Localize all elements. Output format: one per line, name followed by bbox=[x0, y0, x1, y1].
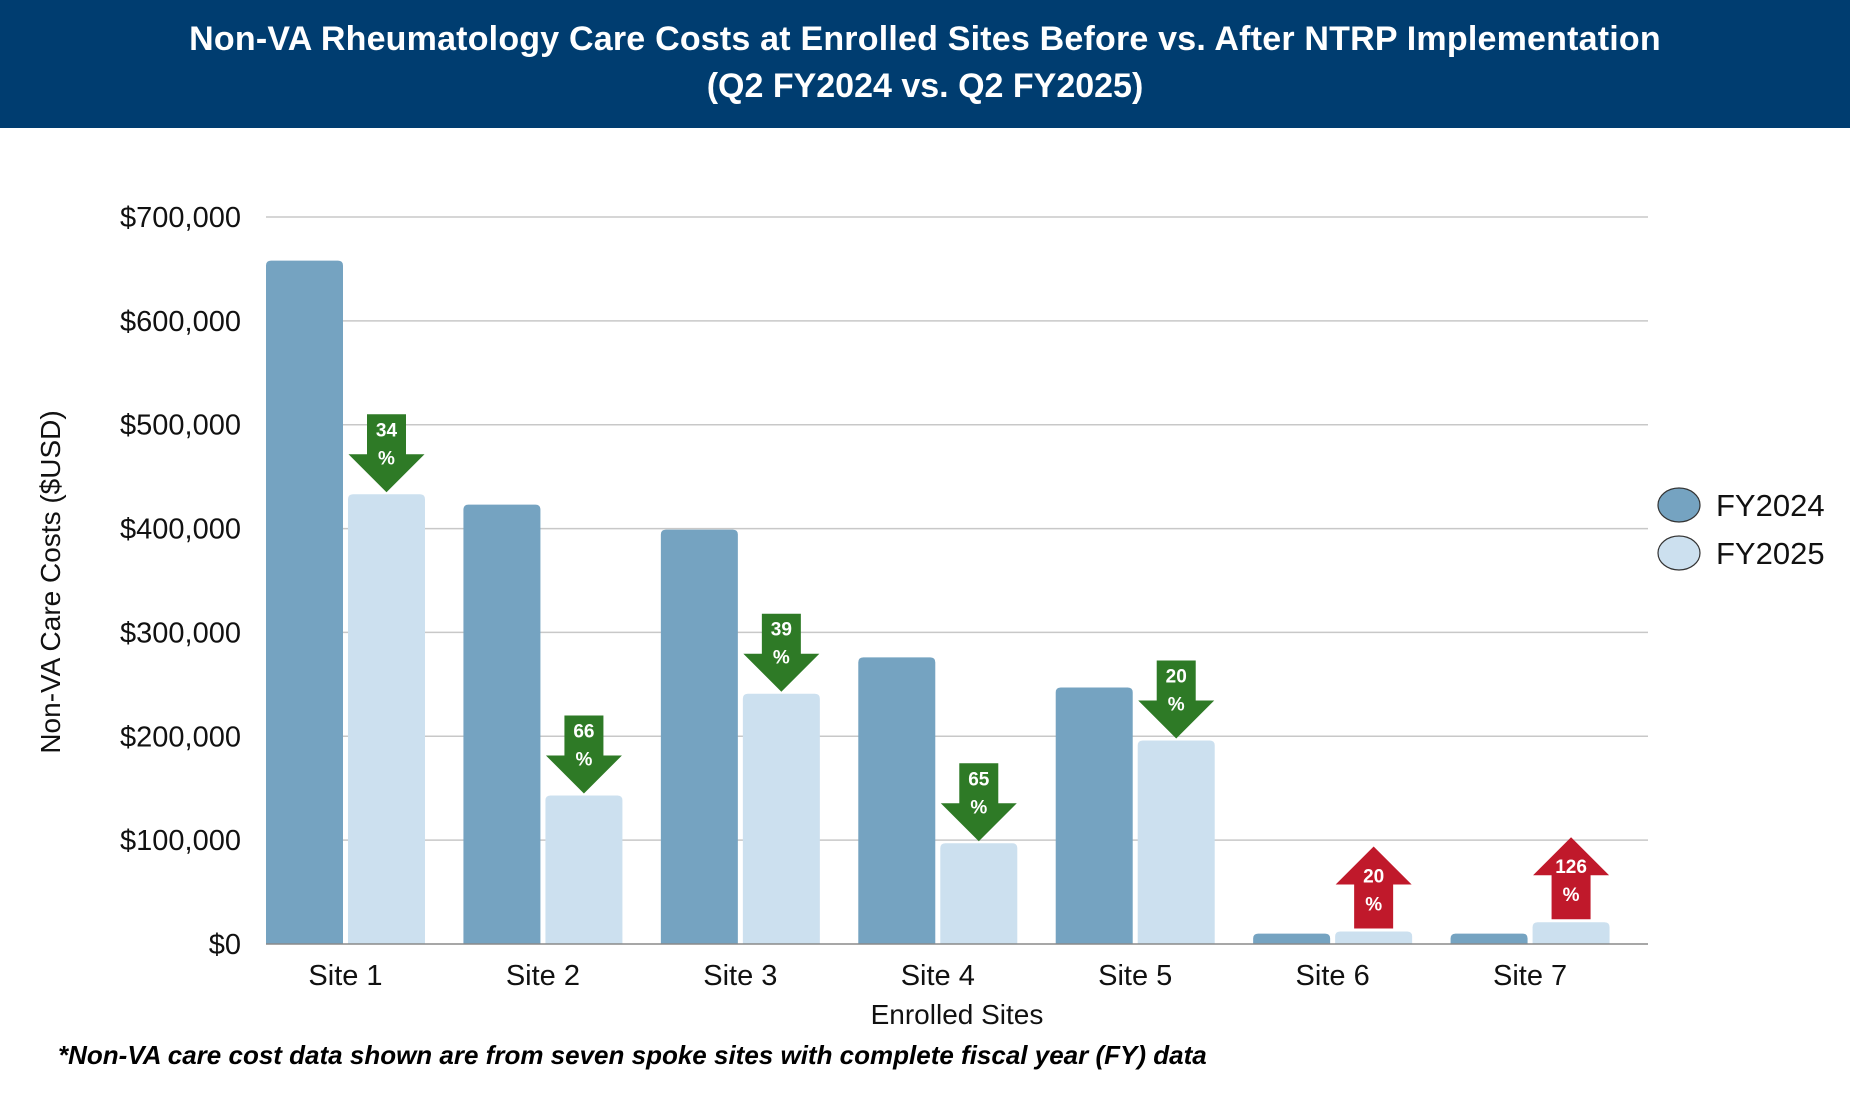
bar-fy2024-site-4 bbox=[858, 657, 936, 944]
bar-chart: $0 $100,000 $200,000 $300,000 $400,000 $500,0… bbox=[35, 202, 1825, 1028]
chart-header: Non-VA Rheumatology Care Costs at Enroll… bbox=[0, 0, 1850, 128]
bar-fy2024-site-1 bbox=[266, 260, 343, 944]
legend-swatch-fy2025 bbox=[1657, 535, 1701, 571]
bars bbox=[266, 260, 1610, 944]
arrow-value-label: 20 bbox=[1166, 666, 1187, 687]
arrow-value-label: 126 bbox=[1555, 857, 1587, 878]
bar-fy2024-site-6 bbox=[1253, 933, 1331, 944]
bar-fy2024-site-7 bbox=[1450, 933, 1528, 944]
bar-fy2024-site-3 bbox=[660, 529, 738, 944]
x-axis-title: Enrolled Sites bbox=[871, 999, 1044, 1028]
arrow-shape bbox=[545, 715, 622, 794]
decrease-arrow: 20% bbox=[1138, 660, 1215, 739]
bar-fy2025-site-1 bbox=[348, 494, 425, 944]
y-tick-label: $200,000 bbox=[120, 721, 241, 753]
arrow-shape bbox=[348, 414, 425, 493]
bar-fy2024-site-2 bbox=[463, 504, 541, 944]
y-tick-label: $300,000 bbox=[120, 617, 241, 649]
legend: FY2024 FY2025 bbox=[1657, 487, 1825, 571]
chart-title: Non-VA Rheumatology Care Costs at Enroll… bbox=[189, 20, 1661, 58]
arrow-shape bbox=[940, 763, 1017, 842]
change-annotations: 34%66%39%65%20%20%126% bbox=[348, 414, 1610, 929]
bar-fy2025-site-5 bbox=[1137, 740, 1215, 944]
y-axis-title: Non-VA Care Costs ($USD) bbox=[35, 410, 66, 753]
legend-label-fy2025: FY2025 bbox=[1716, 536, 1825, 571]
footnote: *Non-VA care cost data shown are from se… bbox=[58, 1040, 1207, 1070]
y-tick-label: $600,000 bbox=[120, 306, 241, 338]
x-tick-label: Site 4 bbox=[901, 960, 975, 992]
y-axis-ticks: $0 $100,000 $200,000 $300,000 $400,000 $500,0… bbox=[120, 202, 241, 961]
y-tick-label: $0 bbox=[209, 929, 241, 961]
y-tick-label: $100,000 bbox=[120, 825, 241, 857]
x-tick-label: Site 2 bbox=[506, 960, 580, 992]
decrease-arrow: 39% bbox=[743, 613, 820, 692]
bar-fy2024-site-5 bbox=[1055, 687, 1133, 944]
arrow-unit-label: % bbox=[773, 648, 790, 669]
arrow-shape bbox=[1533, 837, 1610, 920]
bar-fy2025-site-7 bbox=[1532, 922, 1610, 944]
y-tick-label: $500,000 bbox=[120, 410, 241, 442]
x-tick-label: Site 6 bbox=[1296, 960, 1370, 992]
x-tick-label: Site 3 bbox=[703, 960, 777, 992]
arrow-unit-label: % bbox=[1563, 885, 1580, 906]
arrow-unit-label: % bbox=[1365, 895, 1382, 916]
x-tick-label: Site 5 bbox=[1098, 960, 1172, 992]
y-tick-label: $700,000 bbox=[120, 202, 241, 234]
x-axis-ticks: Site 1 Site 2 Site 3 Site 4 Site 5 Site 6 Site… bbox=[308, 960, 1567, 992]
arrow-value-label: 66 bbox=[573, 721, 594, 742]
decrease-arrow: 65% bbox=[940, 763, 1017, 842]
increase-arrow: 126% bbox=[1533, 837, 1610, 920]
bar-fy2025-site-3 bbox=[742, 693, 820, 944]
arrow-shape bbox=[1335, 846, 1412, 929]
bar-fy2025-site-4 bbox=[940, 843, 1018, 944]
x-tick-label: Site 1 bbox=[308, 960, 382, 992]
decrease-arrow: 34% bbox=[348, 414, 425, 493]
y-tick-label: $400,000 bbox=[120, 514, 241, 546]
x-tick-label: Site 7 bbox=[1493, 960, 1567, 992]
arrow-unit-label: % bbox=[1168, 694, 1185, 715]
arrow-value-label: 34 bbox=[376, 420, 398, 441]
legend-swatch-fy2024 bbox=[1657, 487, 1701, 523]
arrow-unit-label: % bbox=[575, 749, 592, 770]
decrease-arrow: 66% bbox=[545, 715, 622, 794]
arrow-shape bbox=[1138, 660, 1215, 739]
arrow-unit-label: % bbox=[378, 448, 395, 469]
arrow-shape bbox=[743, 613, 820, 692]
legend-label-fy2024: FY2024 bbox=[1716, 488, 1825, 523]
bar-fy2025-site-6 bbox=[1335, 931, 1413, 944]
chart-subtitle: (Q2 FY2024 vs. Q2 FY2025) bbox=[706, 67, 1144, 105]
arrow-unit-label: % bbox=[970, 797, 987, 818]
bar-fy2025-site-2 bbox=[545, 795, 623, 944]
arrow-value-label: 65 bbox=[968, 769, 990, 790]
arrow-value-label: 20 bbox=[1363, 867, 1384, 888]
arrow-value-label: 39 bbox=[771, 620, 792, 641]
increase-arrow: 20% bbox=[1335, 846, 1412, 929]
